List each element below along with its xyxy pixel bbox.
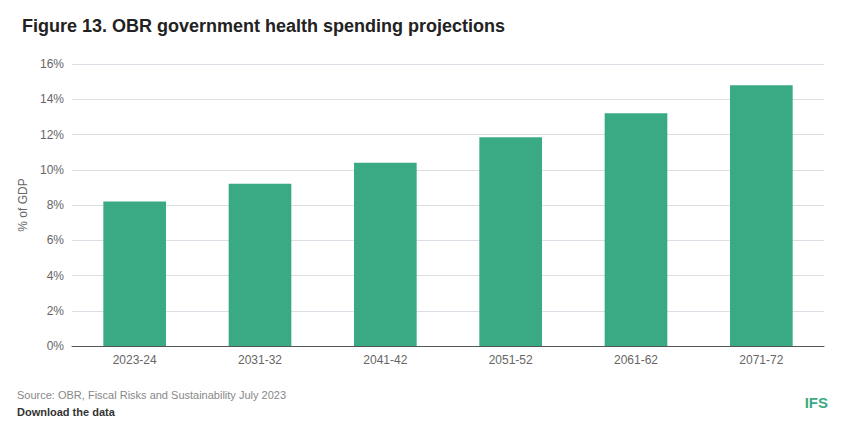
svg-text:8%: 8%	[47, 198, 65, 212]
svg-text:6%: 6%	[47, 233, 65, 247]
svg-text:0%: 0%	[47, 339, 65, 353]
svg-text:10%: 10%	[40, 163, 64, 177]
svg-text:2071-72: 2071-72	[739, 353, 783, 367]
svg-text:IFS: IFS	[805, 394, 828, 411]
svg-text:2%: 2%	[47, 304, 65, 318]
svg-text:Source: OBR, Fiscal Risks and: Source: OBR, Fiscal Risks and Sustainabi…	[17, 389, 286, 401]
svg-text:2023-24: 2023-24	[113, 353, 157, 367]
svg-text:16%: 16%	[40, 57, 64, 71]
svg-text:14%: 14%	[40, 92, 64, 106]
svg-text:12%: 12%	[40, 128, 64, 142]
svg-text:2061-62: 2061-62	[614, 353, 658, 367]
svg-text:2051-52: 2051-52	[489, 353, 533, 367]
svg-text:2041-42: 2041-42	[363, 353, 407, 367]
svg-text:% of GDP: % of GDP	[16, 178, 30, 231]
svg-text:Download the data: Download the data	[17, 406, 116, 418]
svg-text:Figure 13. OBR government heal: Figure 13. OBR government health spendin…	[22, 16, 505, 36]
svg-text:2031-32: 2031-32	[238, 353, 282, 367]
svg-text:4%: 4%	[47, 269, 65, 283]
